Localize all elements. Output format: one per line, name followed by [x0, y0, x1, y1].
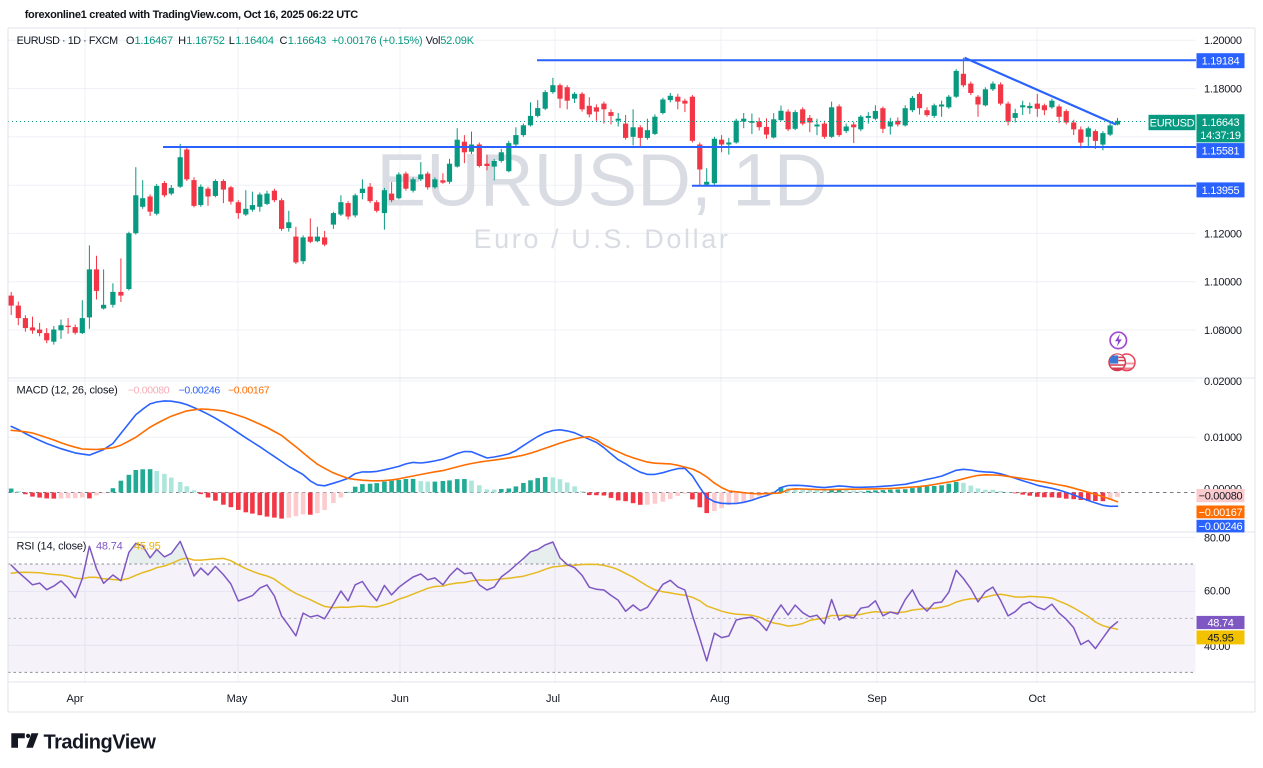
svg-text:EURUSD · 1D · FXCM: EURUSD · 1D · FXCM [17, 35, 119, 47]
svg-text:1.13955: 1.13955 [1202, 185, 1240, 197]
svg-text:Jul: Jul [546, 693, 560, 705]
svg-text:1.16752: 1.16752 [186, 35, 224, 47]
svg-text:EURUSD: EURUSD [1150, 117, 1195, 129]
svg-text:48.74: 48.74 [1207, 617, 1233, 629]
svg-text:Aug: Aug [710, 693, 730, 705]
svg-text:Oct: Oct [1028, 693, 1045, 705]
svg-text:1.16643: 1.16643 [1202, 117, 1240, 129]
svg-text:1.20000: 1.20000 [1204, 35, 1242, 47]
svg-text:H: H [178, 35, 186, 47]
svg-text:45.95: 45.95 [1207, 632, 1233, 644]
svg-text:RSI (14, close): RSI (14, close) [17, 541, 87, 553]
svg-text:1.10000: 1.10000 [1204, 277, 1242, 289]
svg-text:EURUSD, 1D: EURUSD, 1D [376, 138, 827, 221]
svg-text:80.00: 80.00 [1204, 532, 1230, 544]
svg-text:60.00: 60.00 [1204, 586, 1230, 598]
svg-text:−0.00246: −0.00246 [1199, 521, 1243, 533]
svg-text:−0.00167: −0.00167 [228, 385, 270, 397]
svg-text:1.16467: 1.16467 [135, 35, 173, 47]
svg-text:−0.00080: −0.00080 [128, 385, 170, 397]
svg-text:forexonline1 created with Trad: forexonline1 created with TradingView.co… [25, 9, 359, 21]
svg-text:−0.00246: −0.00246 [179, 385, 221, 397]
svg-text:14:37:19: 14:37:19 [1200, 130, 1241, 142]
svg-text:+0.00176 (+0.15%): +0.00176 (+0.15%) [332, 35, 423, 47]
svg-text:1.18000: 1.18000 [1204, 84, 1242, 96]
svg-text:1.19184: 1.19184 [1202, 56, 1240, 68]
svg-text:1.16643: 1.16643 [288, 35, 326, 47]
svg-text:O: O [126, 35, 135, 47]
svg-text:0.01000: 0.01000 [1204, 432, 1242, 444]
svg-text:45.95: 45.95 [134, 541, 161, 553]
svg-text:−0.00080: −0.00080 [1199, 491, 1243, 503]
svg-text:TradingView: TradingView [44, 732, 157, 754]
svg-text:Sep: Sep [867, 693, 887, 705]
svg-text:May: May [227, 693, 248, 705]
svg-text:C: C [280, 35, 288, 47]
svg-text:Jun: Jun [391, 693, 409, 705]
svg-text:48.74: 48.74 [96, 541, 123, 553]
svg-text:−0.00167: −0.00167 [1199, 507, 1243, 519]
svg-text:1.16404: 1.16404 [235, 35, 273, 47]
svg-text:1.08000: 1.08000 [1204, 325, 1242, 337]
svg-text:MACD (12, 26, close): MACD (12, 26, close) [17, 385, 118, 397]
svg-text:1.12000: 1.12000 [1204, 228, 1242, 240]
svg-text:L: L [229, 35, 235, 47]
svg-text:Apr: Apr [66, 693, 83, 705]
svg-text:Vol: Vol [426, 35, 441, 47]
svg-text:52.09K: 52.09K [440, 35, 475, 47]
svg-text:0.02000: 0.02000 [1204, 376, 1242, 388]
svg-text:1.15581: 1.15581 [1202, 146, 1240, 158]
svg-text:Euro / U.S. Dollar: Euro / U.S. Dollar [474, 224, 731, 254]
